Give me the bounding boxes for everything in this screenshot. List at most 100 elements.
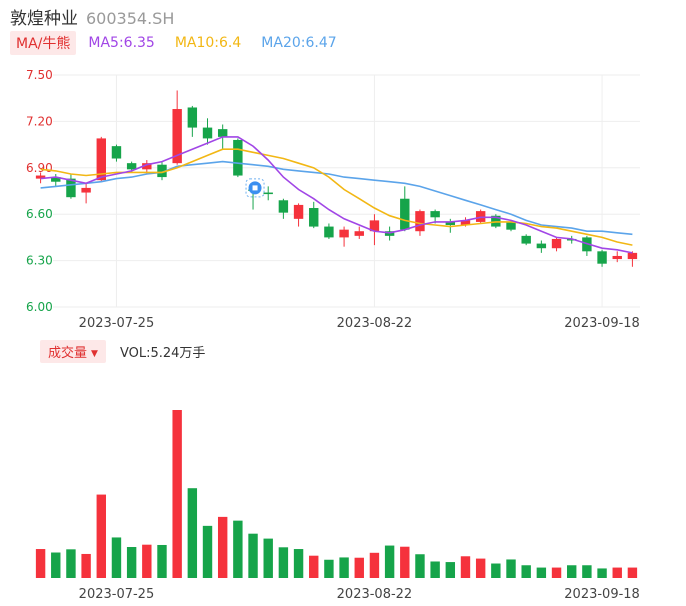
- candle-up: [96, 138, 106, 181]
- stock-code: 600354.SH: [86, 9, 175, 28]
- y-tick-label: 6.30: [26, 254, 53, 268]
- event-marker-frame: [245, 178, 265, 198]
- candle-down: [278, 200, 289, 213]
- candle-up: [339, 229, 349, 238]
- candle-down: [445, 221, 456, 226]
- volume-bar: [627, 567, 638, 578]
- volume-bar: [369, 552, 380, 578]
- volume-bar: [172, 410, 182, 578]
- volume-header: 成交量 ▼ VOL:5.24万手: [40, 339, 205, 363]
- candle-down: [187, 107, 198, 128]
- title-row: 敦煌种业 600354.SH: [10, 4, 175, 29]
- volume-bar: [217, 516, 228, 578]
- candle-down: [506, 221, 516, 230]
- volume-bar: [233, 520, 243, 578]
- volume-bar: [582, 565, 592, 578]
- volume-bar: [536, 567, 547, 578]
- candle-down: [324, 226, 334, 238]
- candle-down: [597, 251, 607, 264]
- y-tick-label: 7.20: [26, 114, 53, 128]
- volume-bar: [415, 554, 425, 578]
- candle-up: [415, 211, 425, 232]
- x-tick-label: 2023-07-25: [79, 316, 155, 331]
- y-tick-label: 6.00: [26, 300, 53, 314]
- candle-down: [111, 146, 122, 159]
- volume-bar: [597, 568, 607, 578]
- y-tick-label: 6.90: [26, 161, 53, 175]
- x-tick-label: 2023-08-22: [337, 587, 413, 602]
- ma5-legend-item: MA5:6.35: [88, 35, 155, 51]
- volume-bar: [81, 553, 91, 578]
- volume-bar: [354, 557, 364, 578]
- candle-down: [521, 235, 531, 244]
- volume-indicator-selector[interactable]: 成交量 ▼: [40, 339, 106, 363]
- event-marker-glyph: [252, 185, 258, 191]
- candle-up: [293, 204, 304, 219]
- candle-down: [202, 127, 213, 139]
- candle-down: [536, 243, 547, 249]
- ma10-legend-item: MA10:6.4: [174, 35, 242, 51]
- volume-bar: [551, 567, 562, 578]
- candle-up: [369, 220, 380, 232]
- y-tick-label: 6.60: [26, 207, 53, 221]
- volume-bar: [293, 549, 304, 578]
- volume-bar: [384, 545, 395, 578]
- candle-down: [233, 139, 243, 176]
- candle-up: [81, 187, 91, 193]
- x-tick-label: 2023-09-18: [564, 587, 640, 602]
- x-tick-label: 2023-09-18: [564, 316, 640, 331]
- volume-bar: [111, 537, 122, 578]
- candle-down: [263, 192, 273, 195]
- volume-bar: [35, 549, 46, 578]
- volume-bar: [187, 488, 198, 578]
- y-tick-label: 7.50: [26, 68, 53, 82]
- volume-bar: [51, 552, 61, 578]
- x-tick-label: 2023-07-25: [79, 587, 155, 602]
- candle-down: [157, 164, 167, 178]
- volume-bar: [475, 558, 486, 578]
- candle-down: [126, 163, 137, 170]
- ma20-line: [40, 160, 633, 236]
- candle-up: [142, 163, 152, 170]
- volume-bar: [309, 555, 319, 578]
- candle-down: [51, 177, 61, 182]
- volume-bar: [126, 547, 137, 578]
- volume-bar: [157, 544, 167, 578]
- volume-indicator-label: 成交量: [48, 345, 88, 361]
- candle-down: [217, 129, 228, 137]
- ma10-line: [40, 148, 633, 246]
- volume-bar: [278, 547, 289, 578]
- volume-bar: [324, 559, 334, 578]
- volume-bar: [96, 494, 106, 578]
- volume-bar: [66, 549, 76, 578]
- volume-bar: [567, 565, 577, 578]
- candle-up: [354, 231, 364, 236]
- volume-bar: [491, 563, 501, 578]
- candle-up: [35, 175, 46, 179]
- candle-down: [400, 198, 410, 230]
- volume-bar: [430, 561, 440, 578]
- candle-up: [627, 252, 638, 260]
- candle-down: [430, 211, 440, 218]
- candle-up: [172, 109, 182, 164]
- candle-up: [460, 220, 471, 226]
- volume-bar: [202, 525, 213, 578]
- volume-bar: [460, 556, 471, 578]
- volume-bar: [263, 538, 273, 578]
- volume-bar: [612, 567, 622, 578]
- ma5-line: [40, 136, 633, 254]
- ma-indicator-selector[interactable]: MA/牛熊: [10, 31, 77, 55]
- candle-up: [551, 238, 562, 249]
- volume-bar: [521, 565, 531, 578]
- x-tick-label: 2023-08-22: [337, 316, 413, 331]
- volume-bar: [248, 533, 258, 578]
- volume-bar: [445, 562, 456, 578]
- volume-bar: [339, 557, 349, 578]
- volume-bar: [506, 559, 516, 578]
- volume-bar: [400, 546, 410, 578]
- volume-bar: [142, 544, 152, 578]
- candle-up: [612, 255, 622, 260]
- ma-legend: MA/牛熊 MA5:6.35 MA10:6.4 MA20:6.47: [10, 31, 357, 55]
- caret-down-icon: ▼: [91, 348, 98, 359]
